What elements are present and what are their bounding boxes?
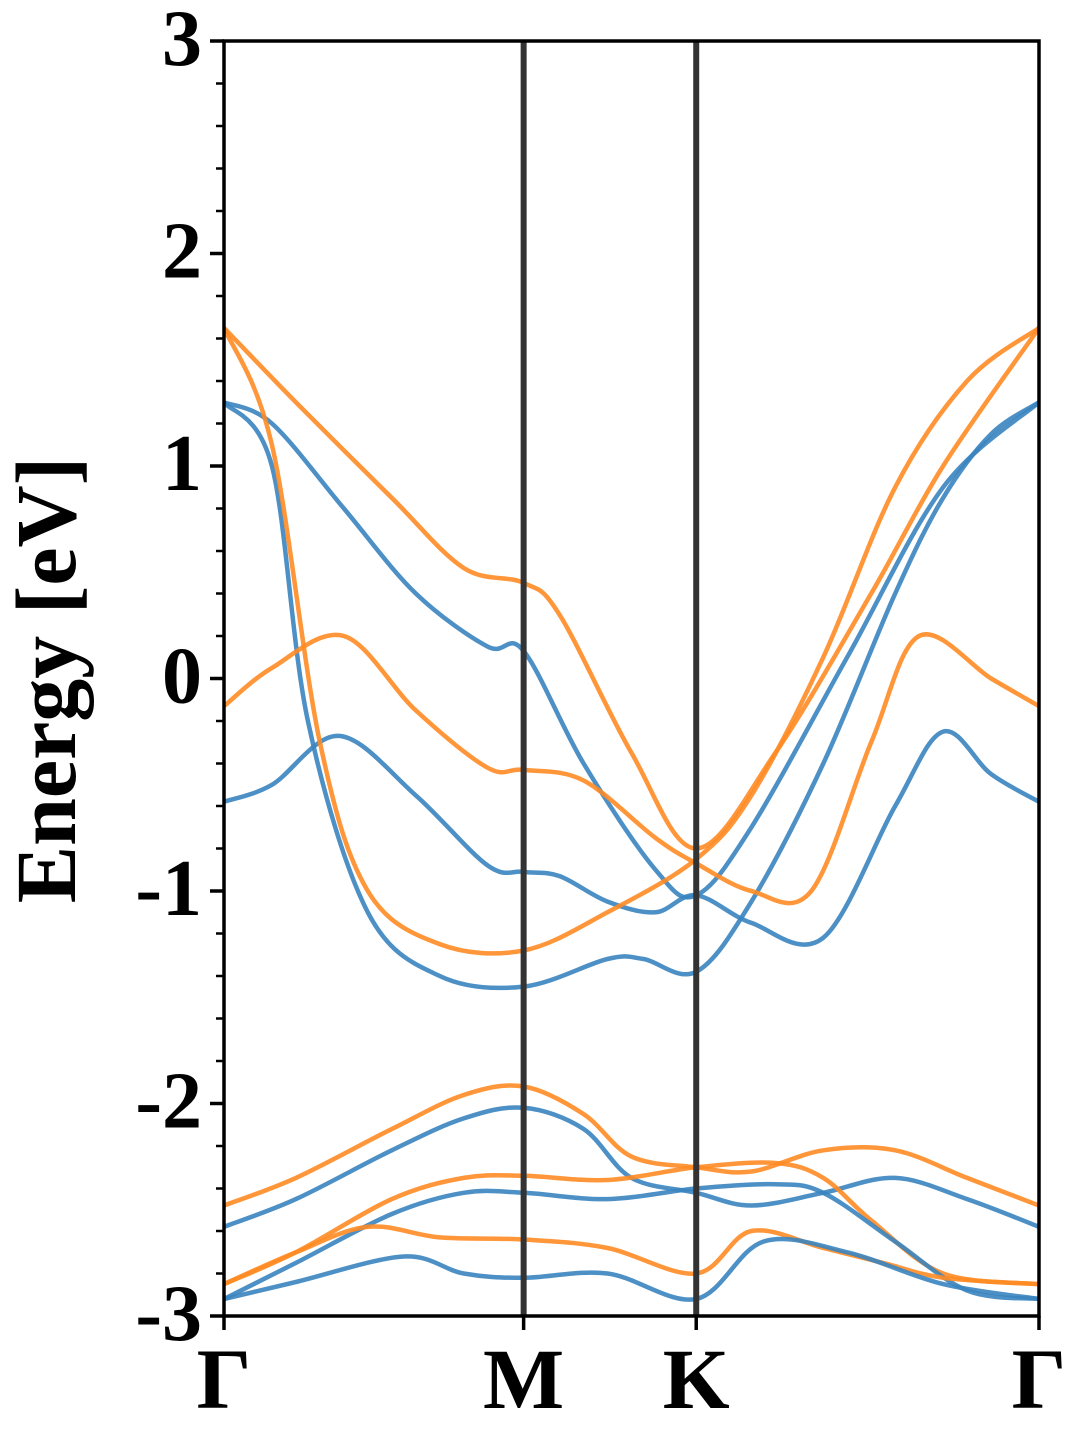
y-tick-label: 1 (162, 420, 202, 508)
plot-area: -3 -2 -1 0 1 2 3 Γ M K Γ (135, 0, 1066, 1427)
band-line-orange-5 (224, 326, 1039, 956)
band-line-blue-10 (224, 1181, 1039, 1302)
band-line-orange-6 (224, 632, 1039, 906)
x-tick-label: K (663, 1331, 730, 1427)
y-tick-label: -2 (135, 1058, 202, 1146)
band-line-blue-12 (224, 1236, 1039, 1302)
axes-frame (222, 39, 1041, 1318)
band-line-blue-3 (224, 729, 1039, 947)
y-tick-label: -3 (135, 1270, 202, 1358)
y-axis-title: Energy [eV] (0, 457, 94, 904)
y-tick-label: 2 (162, 208, 202, 296)
y-tick-label: -1 (135, 845, 202, 933)
band-line-blue-2 (224, 400, 1039, 991)
band-line-blue-1 (224, 400, 1039, 900)
x-tick-label: M (483, 1331, 564, 1427)
band-line-orange-4 (224, 326, 1039, 851)
band-line-orange-8 (224, 1083, 1039, 1208)
x-tick-label: Γ (1012, 1331, 1067, 1427)
x-tick-label: Γ (197, 1331, 252, 1427)
band-line-blue-7 (224, 1105, 1039, 1229)
y-tick-label: 0 (162, 633, 202, 721)
y-tick-label: 3 (162, 0, 202, 83)
band-lines (224, 326, 1039, 1302)
